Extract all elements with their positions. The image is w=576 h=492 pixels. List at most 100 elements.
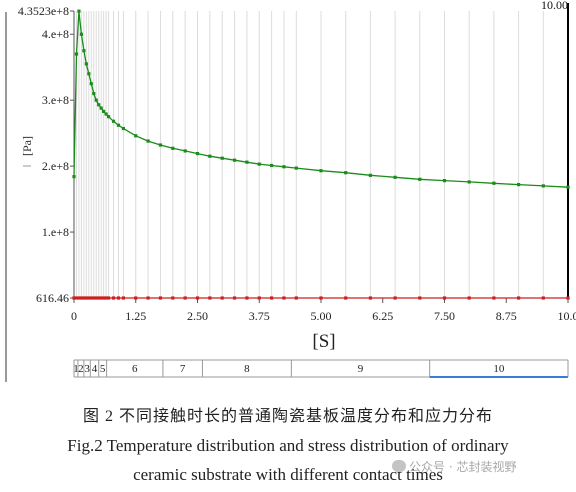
data-point — [74, 52, 79, 56]
data-point — [116, 123, 121, 127]
data-point — [220, 296, 224, 300]
data-series — [72, 9, 570, 300]
y-tick-label: 616.46 — [36, 291, 69, 305]
x-tick-label: 6.25 — [372, 309, 393, 323]
stress-chart: 4.3523e+8 4.e+8 3.e+8 2.e+8 1.e+8 616.46 0 1.2… — [5, 0, 576, 382]
data-point — [102, 109, 106, 113]
data-point — [82, 296, 86, 300]
data-point — [84, 296, 88, 300]
data-point — [270, 163, 274, 168]
x-tick-label: 7.50 — [434, 309, 455, 323]
data-point — [158, 143, 163, 147]
data-point — [82, 49, 86, 53]
data-point — [442, 296, 447, 300]
data-point — [220, 156, 224, 160]
time-marker-label: 10.00 — [541, 0, 568, 12]
data-point — [134, 134, 138, 138]
data-point — [319, 169, 323, 173]
data-point — [171, 296, 175, 300]
caption-english-line1: Fig.2 Temperature distribution and stres… — [67, 436, 509, 455]
data-point — [106, 296, 111, 300]
y-axis-label: [Pa] — [20, 136, 34, 156]
data-point — [232, 296, 237, 300]
data-point — [72, 175, 76, 179]
data-point — [257, 296, 261, 300]
data-point — [72, 296, 76, 300]
timeline-step-label: 4 — [92, 363, 98, 375]
x-tick-label: 5.00 — [311, 309, 332, 323]
data-point — [92, 91, 96, 96]
data-point — [134, 296, 138, 300]
x-tick-label: 1.25 — [125, 309, 146, 323]
data-point — [418, 296, 422, 300]
data-point — [171, 146, 175, 150]
data-point — [270, 296, 274, 300]
data-point — [87, 72, 91, 76]
data-point — [319, 296, 323, 300]
data-point — [344, 296, 348, 300]
data-point — [208, 154, 212, 158]
data-point — [99, 106, 103, 110]
timeline-step-label: 5 — [100, 363, 106, 375]
data-point — [294, 166, 298, 170]
data-point — [245, 296, 249, 300]
data-point — [116, 296, 121, 300]
timeline-step-label: 10 — [493, 363, 505, 375]
timeline-step-label: 6 — [132, 363, 138, 375]
timeline-step-label: 1 — [73, 363, 79, 375]
data-point — [158, 296, 163, 300]
data-point — [121, 296, 125, 300]
y-tick-label: 3.e+8 — [42, 93, 69, 107]
data-point — [74, 296, 79, 300]
data-point — [566, 296, 570, 300]
data-point — [97, 103, 101, 107]
data-point — [517, 182, 521, 187]
data-point — [418, 177, 422, 181]
timeline-step-label: 8 — [244, 363, 250, 375]
data-point — [111, 296, 116, 300]
timeline-step-label: 3 — [84, 363, 90, 375]
timeline-step-label: 9 — [358, 363, 364, 375]
data-point — [517, 296, 521, 300]
x-axis-label: [S] — [312, 331, 335, 352]
data-point — [368, 173, 372, 177]
data-point — [368, 296, 372, 300]
plot-frame — [5, 3, 569, 382]
data-point — [84, 62, 88, 66]
data-point — [92, 296, 96, 300]
data-point — [195, 296, 200, 300]
data-point — [111, 119, 116, 123]
data-point — [97, 296, 101, 300]
data-point — [344, 171, 348, 175]
watermark-text: 公众号 · 芯封装视野 — [409, 460, 517, 474]
x-tick-label: 10.0 — [558, 309, 576, 323]
timeline-step-label: 2 — [78, 363, 84, 375]
data-point — [393, 296, 397, 300]
data-point — [121, 126, 125, 131]
data-point — [492, 181, 496, 185]
data-point — [146, 139, 150, 143]
x-axis-ticks: 0 1.25 2.50 3.75 5.00 6.25 7.50 8.75 10.0 — [71, 298, 576, 323]
y-tick-label: 2.e+8 — [42, 159, 69, 173]
data-point — [282, 296, 286, 300]
data-point — [146, 296, 150, 300]
data-point — [99, 296, 103, 300]
data-point — [94, 296, 98, 300]
y-tick-label: 4.3523e+8 — [18, 4, 69, 18]
watermark: 公众号 · 芯封装视野 — [392, 458, 516, 475]
data-point — [79, 296, 84, 300]
data-point — [89, 82, 93, 86]
data-point — [79, 32, 84, 36]
data-point — [467, 296, 471, 300]
data-point — [393, 175, 397, 179]
data-point — [492, 296, 496, 300]
x-tick-label: 2.50 — [187, 309, 208, 323]
data-point — [208, 296, 212, 300]
data-point — [104, 112, 108, 116]
y-tick-label: 1.e+8 — [42, 225, 69, 239]
data-point — [77, 9, 81, 13]
data-point — [77, 296, 81, 300]
caption-chinese: 图 2 不同接触时长的普通陶瓷基板温度分布和应力分布 — [82, 408, 493, 425]
data-point — [541, 296, 545, 300]
